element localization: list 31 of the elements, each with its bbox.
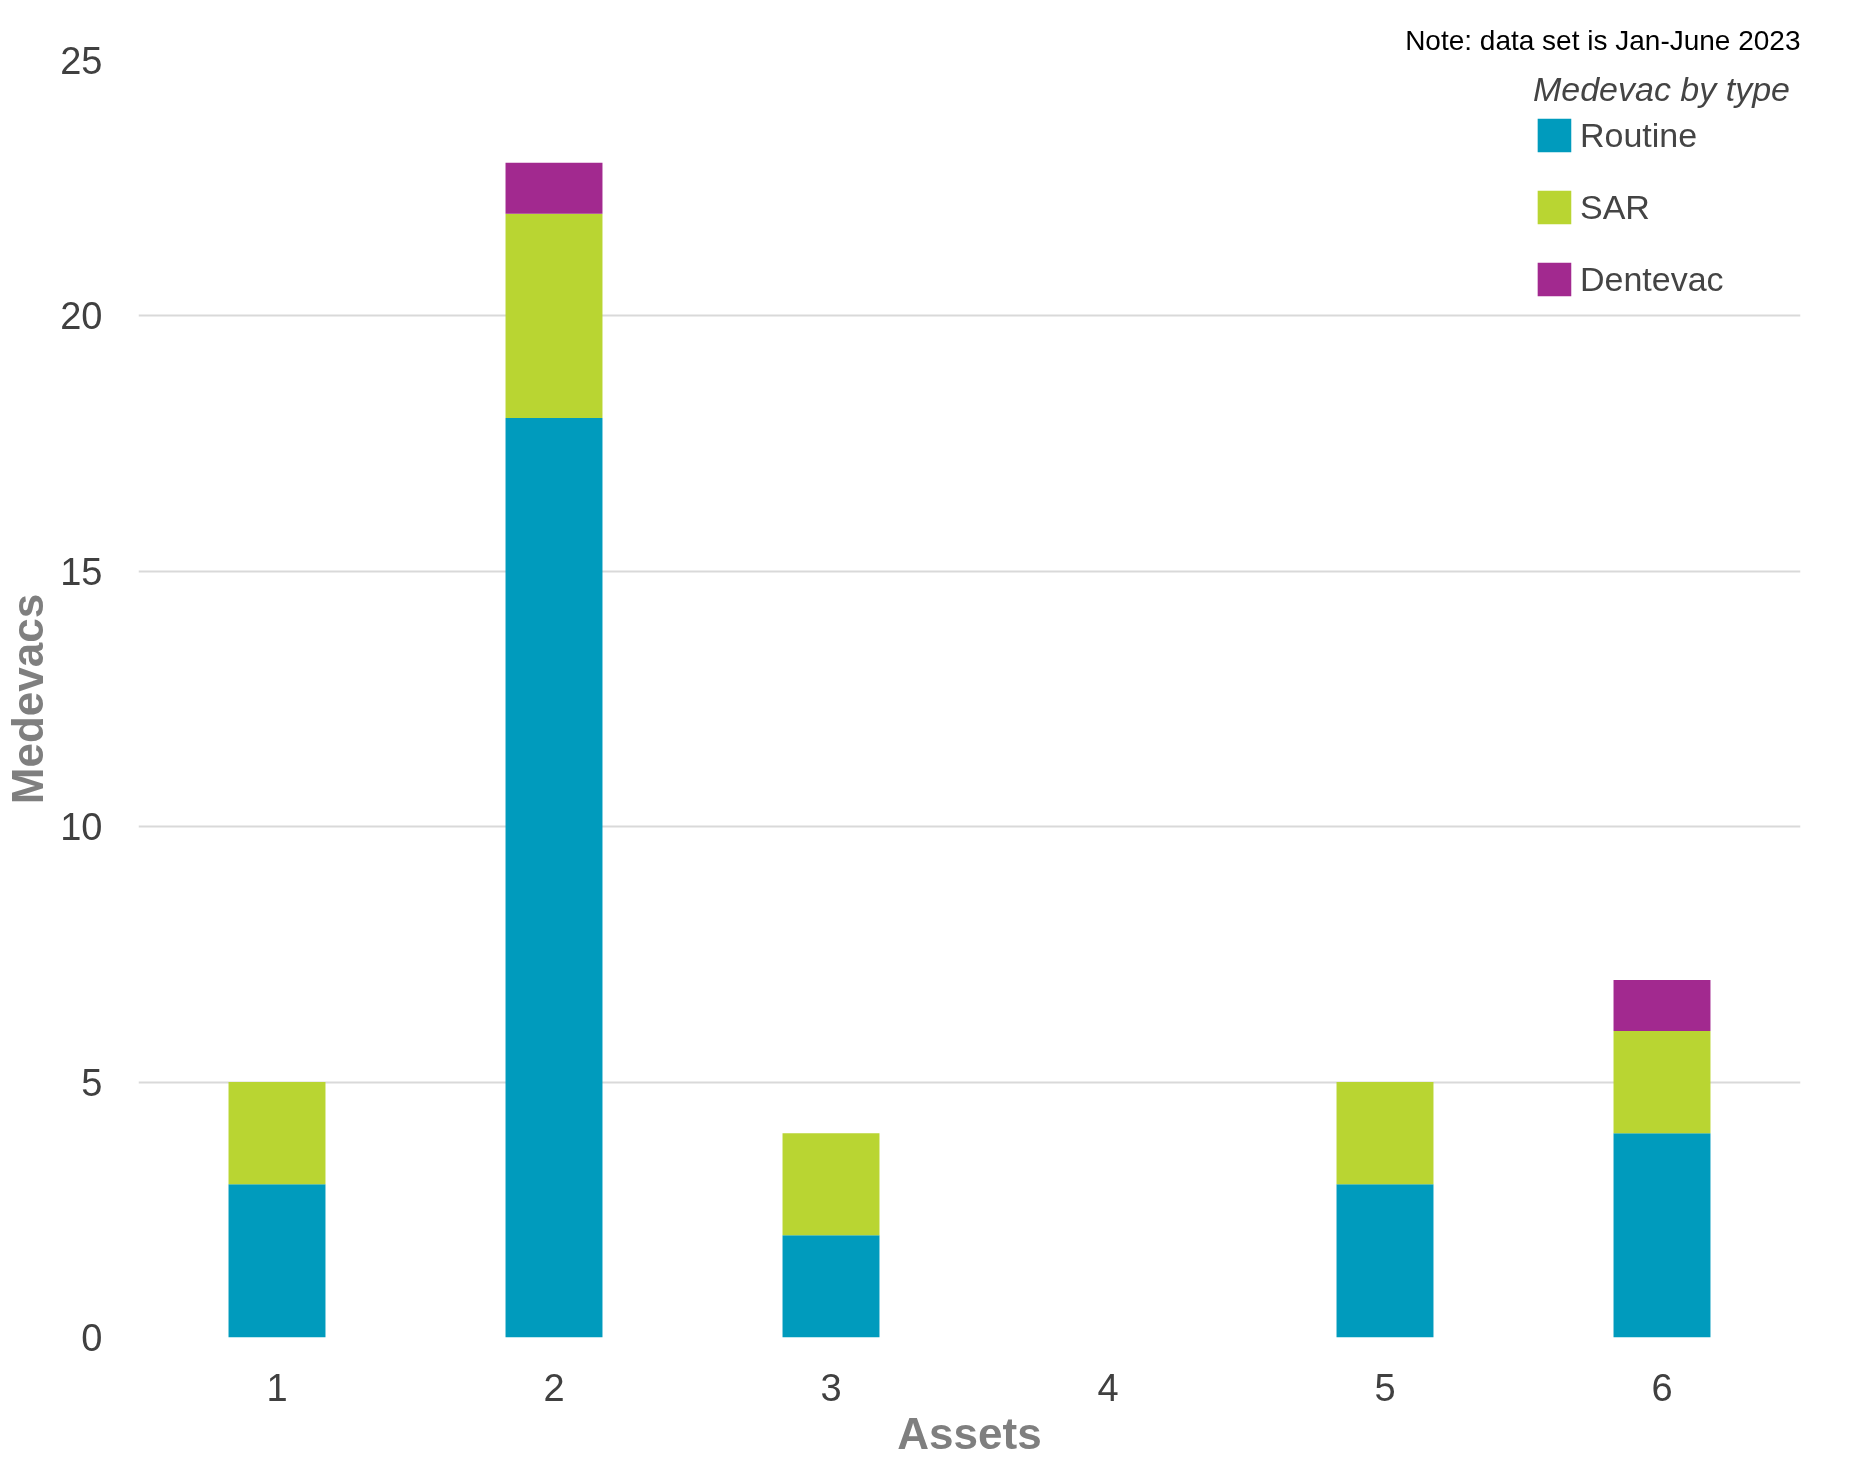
- y-tick-label: 0: [81, 1317, 103, 1359]
- x-axis-title: Assets: [897, 1408, 1042, 1458]
- y-tick-label: 15: [60, 550, 103, 593]
- x-tick-label: 4: [1097, 1366, 1119, 1409]
- y-tick-label: 25: [60, 40, 103, 82]
- bar: [1613, 979, 1711, 1032]
- bar: [228, 1184, 326, 1338]
- bar: [505, 213, 603, 419]
- x-tick-label: 3: [820, 1366, 842, 1409]
- text: Note: data set is Jan-June 2023: [1405, 24, 1801, 56]
- bar: [1613, 1031, 1711, 1134]
- bar: [1336, 1184, 1434, 1338]
- legend-label: SAR: [1579, 187, 1650, 227]
- y-tick-label: 20: [60, 295, 103, 338]
- bar: [782, 1235, 880, 1338]
- bar: [1336, 1082, 1434, 1185]
- x-tick-label: 1: [266, 1366, 288, 1409]
- y-tick-label: 5: [81, 1061, 103, 1104]
- x-tick-label: 2: [543, 1366, 565, 1409]
- legend-label: Dentevac: [1579, 259, 1724, 299]
- legend-label: Routine: [1579, 115, 1698, 155]
- bar: [228, 1082, 326, 1185]
- x-tick-label: 6: [1651, 1366, 1673, 1409]
- legend-title: Medevac by type: [1532, 70, 1790, 109]
- bar: [505, 162, 603, 214]
- bar: [505, 418, 603, 1338]
- bar: [782, 1133, 880, 1236]
- y-tick-label: 10: [60, 806, 103, 849]
- bar: [1613, 1133, 1711, 1338]
- y-axis-title: Medevacs: [3, 593, 53, 805]
- x-tick-label: 5: [1374, 1366, 1396, 1409]
